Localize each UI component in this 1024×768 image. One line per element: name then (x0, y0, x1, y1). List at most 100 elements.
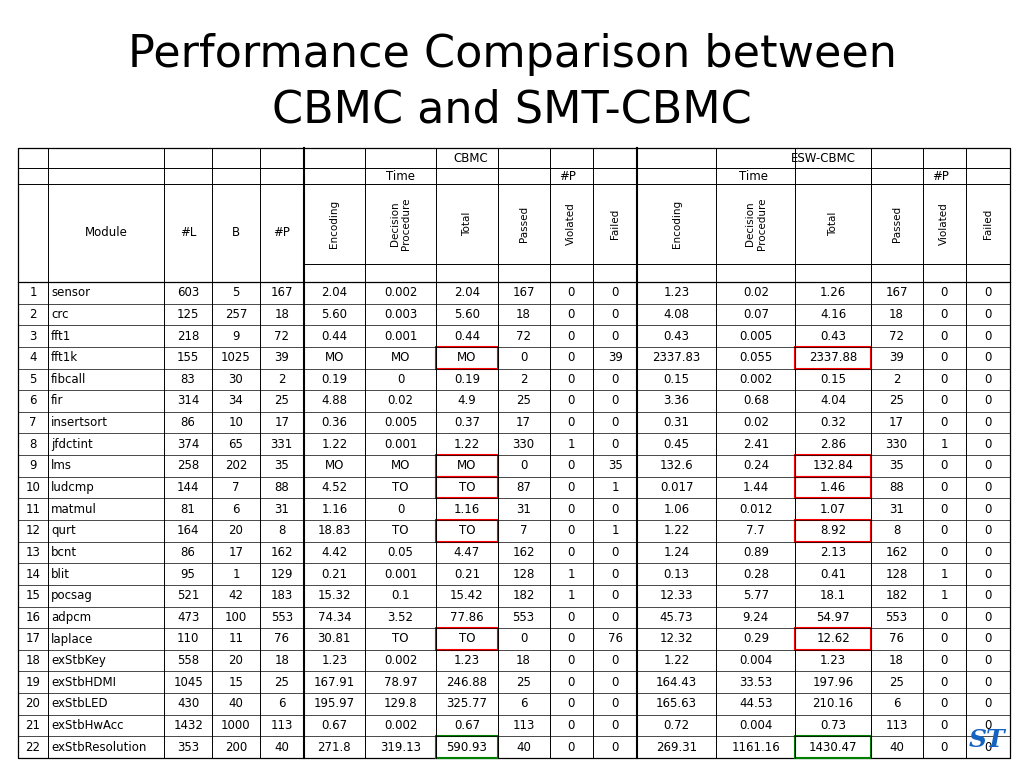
Text: 6: 6 (232, 503, 240, 515)
Text: qurt: qurt (51, 525, 76, 538)
Text: 1.22: 1.22 (664, 654, 690, 667)
Text: 18: 18 (889, 654, 904, 667)
Text: Passed: Passed (518, 206, 528, 242)
Text: 14: 14 (26, 568, 41, 581)
Text: 9: 9 (232, 329, 240, 343)
Text: CBMC and SMT-CBMC: CBMC and SMT-CBMC (272, 88, 752, 131)
Text: 0.05: 0.05 (388, 546, 414, 559)
Text: 12.32: 12.32 (659, 633, 693, 645)
Bar (796, 477, 870, 498)
Text: 603: 603 (177, 286, 200, 300)
Text: 2.86: 2.86 (820, 438, 846, 451)
Text: #L: #L (180, 227, 197, 240)
Text: 0.43: 0.43 (820, 329, 846, 343)
Text: 0.31: 0.31 (664, 416, 689, 429)
Text: 0: 0 (567, 351, 575, 364)
Text: 0.67: 0.67 (322, 719, 347, 732)
Text: 2.04: 2.04 (454, 286, 480, 300)
Text: 0: 0 (567, 697, 575, 710)
Text: 553: 553 (886, 611, 907, 624)
Text: 95: 95 (180, 568, 196, 581)
Text: 0: 0 (941, 416, 948, 429)
Text: 0.07: 0.07 (742, 308, 769, 321)
Text: 1.24: 1.24 (664, 546, 690, 559)
Text: 72: 72 (516, 329, 531, 343)
Text: exStbKey: exStbKey (51, 654, 105, 667)
Text: 0: 0 (611, 568, 618, 581)
Text: TO: TO (392, 633, 409, 645)
Text: Failed: Failed (610, 209, 621, 239)
Text: ESW-CBMC: ESW-CBMC (791, 151, 856, 164)
Text: 72: 72 (889, 329, 904, 343)
Text: 1000: 1000 (221, 719, 251, 732)
Text: 257: 257 (224, 308, 247, 321)
Text: Performance Comparison between: Performance Comparison between (128, 34, 896, 77)
Text: 100: 100 (225, 611, 247, 624)
Text: 25: 25 (274, 395, 289, 408)
Bar (18, 148, 1010, 758)
Text: 0.37: 0.37 (454, 416, 480, 429)
Text: 1: 1 (941, 589, 948, 602)
Text: 88: 88 (274, 481, 289, 494)
Text: 128: 128 (512, 568, 535, 581)
Text: 0: 0 (941, 719, 948, 732)
Text: ST: ST (969, 728, 1005, 752)
Text: 0: 0 (611, 611, 618, 624)
Text: 74.34: 74.34 (317, 611, 351, 624)
Text: 6: 6 (30, 395, 37, 408)
Text: 1: 1 (611, 481, 618, 494)
Text: 113: 113 (270, 719, 293, 732)
Text: 0.72: 0.72 (664, 719, 689, 732)
Text: 39: 39 (274, 351, 289, 364)
Text: Encoding: Encoding (672, 200, 682, 248)
Text: 4.16: 4.16 (820, 308, 846, 321)
Text: 0: 0 (567, 633, 575, 645)
Text: 553: 553 (270, 611, 293, 624)
Text: 0: 0 (984, 568, 992, 581)
Text: 5.77: 5.77 (742, 589, 769, 602)
Text: 0: 0 (567, 395, 575, 408)
Text: 0.004: 0.004 (739, 654, 772, 667)
Text: Decision
Procedure: Decision Procedure (745, 197, 767, 250)
Text: 1.23: 1.23 (454, 654, 480, 667)
Text: sensor: sensor (51, 286, 90, 300)
Text: TO: TO (392, 525, 409, 538)
Text: #P: #P (273, 227, 290, 240)
Text: 12.33: 12.33 (659, 589, 693, 602)
Text: 0.21: 0.21 (322, 568, 347, 581)
Text: 0: 0 (611, 503, 618, 515)
Text: 314: 314 (177, 395, 200, 408)
Text: 0: 0 (984, 351, 992, 364)
Text: TO: TO (392, 481, 409, 494)
Text: 0: 0 (611, 654, 618, 667)
Text: 18: 18 (516, 308, 531, 321)
Text: 0: 0 (984, 438, 992, 451)
Text: Total: Total (828, 212, 838, 237)
Text: 40: 40 (889, 740, 904, 753)
Text: 0: 0 (520, 633, 527, 645)
Text: 2: 2 (520, 372, 527, 386)
Text: 0: 0 (984, 416, 992, 429)
Text: 20: 20 (228, 654, 244, 667)
Text: 4.52: 4.52 (322, 481, 347, 494)
Text: 0: 0 (984, 589, 992, 602)
Text: 1.22: 1.22 (454, 438, 480, 451)
Text: 0: 0 (567, 654, 575, 667)
Text: 271.8: 271.8 (317, 740, 351, 753)
Text: 0: 0 (567, 611, 575, 624)
Text: 210.16: 210.16 (812, 697, 854, 710)
Text: Time: Time (739, 170, 768, 183)
Text: 0.012: 0.012 (739, 503, 772, 515)
Text: 4.47: 4.47 (454, 546, 480, 559)
Text: 113: 113 (512, 719, 535, 732)
Text: CBMC: CBMC (453, 151, 487, 164)
Text: 183: 183 (270, 589, 293, 602)
Text: 4.9: 4.9 (458, 395, 476, 408)
Text: 0: 0 (984, 546, 992, 559)
Text: 31: 31 (516, 503, 531, 515)
Text: 0: 0 (941, 308, 948, 321)
Text: 162: 162 (270, 546, 293, 559)
Text: 9.24: 9.24 (742, 611, 769, 624)
Text: crc: crc (51, 308, 69, 321)
Text: adpcm: adpcm (51, 611, 91, 624)
